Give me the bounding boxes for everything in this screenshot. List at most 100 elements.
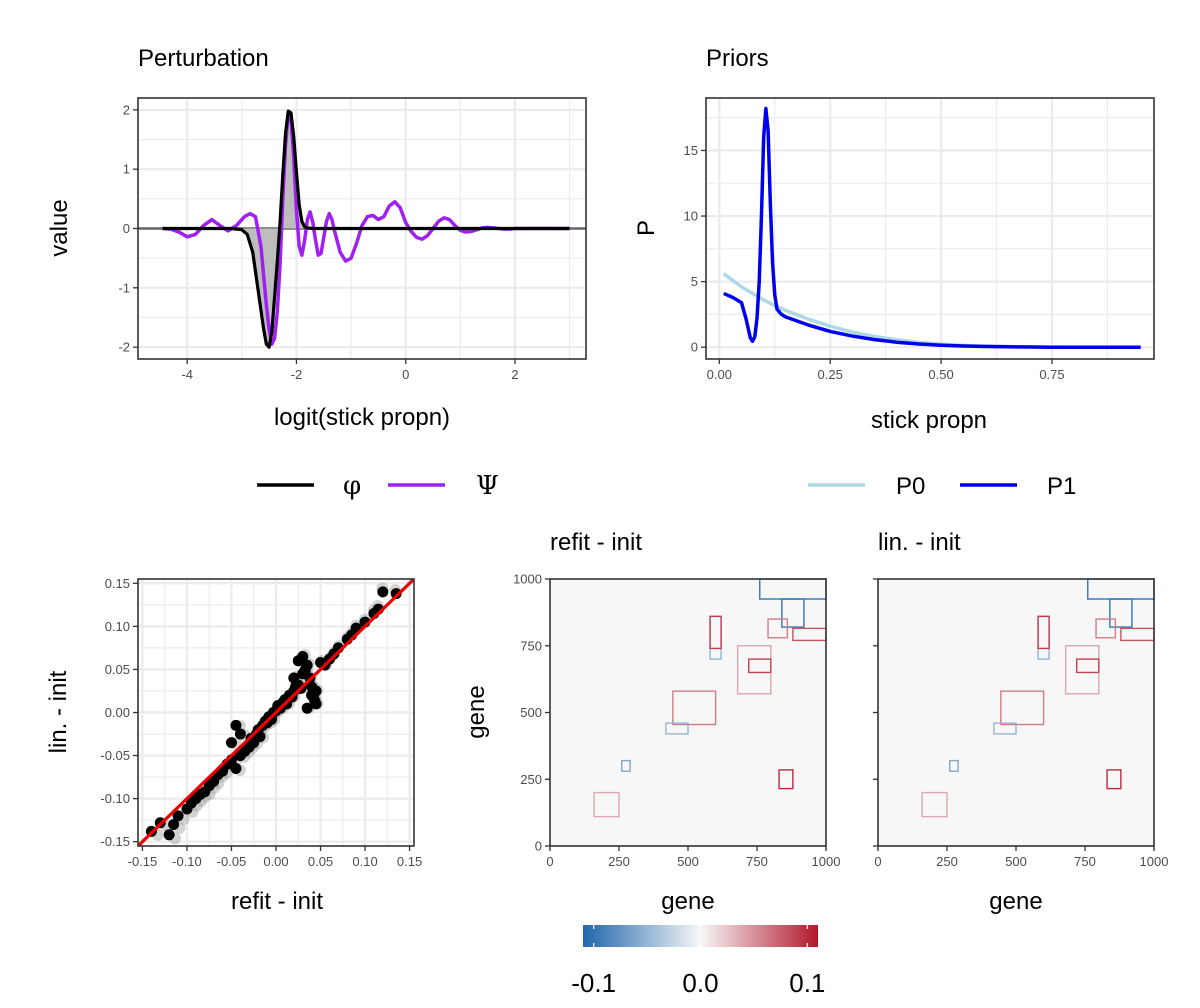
heatmap-lin-cell [1095,618,1117,639]
heatmap-lin-panel: lin. - init gene 0 250 500 750 1000 [873,529,1168,915]
perturbation-legend: φ Ψ [257,471,499,501]
heatmap-refit-ticks: 0 250 500 750 1000 0 250 500 750 1000 [513,572,840,870]
scatter-point [225,737,237,749]
scatter-point [301,702,313,714]
heatmap-lin-title: lin. - init [878,529,961,556]
heatmap-refit-ylabel: gene [463,685,490,738]
scatter-ticks: -0.15 -0.10 -0.05 0.00 0.05 0.10 0.15 -0.15 -0.1… [100,576,422,869]
heatmap-refit-title: refit - init [550,529,642,556]
scatter-ytick-label: 0.05 [105,662,130,677]
heatmap-lin-cell [949,759,959,772]
heatmap-lin-xlabel: gene [989,888,1042,915]
heatmap-refit-xtick-label: 1000 [812,854,841,869]
priors-ytick-label: 0 [691,340,698,355]
heatmap-refit-ytick-label: 750 [520,638,542,653]
heatmap-lin-frame [877,578,1155,847]
scatter-point [390,588,402,600]
perturbation-phi-line [162,109,570,349]
perturbation-ylabel: value [46,199,73,256]
heatmap-lin-ticks: 0 250 500 750 1000 [873,578,1169,869]
heatmap-refit-xlabel: gene [661,888,714,915]
heatmap-lin-background [878,579,1154,846]
scatter-reference-line [138,579,414,846]
heatmap-lin-xtick-label: 1000 [1140,854,1169,869]
scatter-point [288,672,300,684]
colorbar-tick-label: 0.0 [682,968,718,998]
priors-panel: Priors stick propn P 0.00 0.25 0.50 0.75 0 5 1… [633,45,1155,434]
legend-psi-glyph: Ψ [476,471,499,501]
priors-p0-line [722,272,1141,349]
heatmap-refit-cell [621,759,631,772]
heatmap-lin-cell [921,791,948,818]
scatter-point [254,731,266,743]
scatter-point [234,728,246,740]
priors-ytick-label: 5 [691,274,698,289]
scatter-frame [137,578,415,847]
perturbation-frame [137,97,587,360]
perturbation-panel: Perturbation logit(stick propn) value -4… [46,45,587,431]
priors-xtick-label: 0.00 [707,367,732,382]
perturbation-psi-line [162,111,570,346]
scatter-point [306,681,318,693]
scatter-xlabel: refit - init [231,888,323,915]
perturbation-ytick-label: -1 [118,280,130,295]
scatter-xtick-label: 0.05 [308,854,333,869]
scatter-point [230,762,242,774]
priors-xtick-label: 0.50 [928,367,953,382]
scatter-ytick-label: 0.10 [105,619,130,634]
perturbation-xtick-label: -4 [181,367,193,382]
scatter-panel: refit - init lin. - init -0.15 -0.10 -0.05… [45,576,422,915]
heatmap-refit-cell [709,615,722,650]
heatmap-lin-cell [1109,598,1133,628]
priors-ticks: 0.00 0.25 0.50 0.75 0 5 10 15 [684,143,1065,382]
heatmap-lin-xtick-label: 0 [874,854,881,869]
heatmap-refit-ytick-label: 500 [520,705,542,720]
perturbation-xtick-label: 2 [511,367,518,382]
heatmap-refit-cell [781,598,805,628]
perturbation-xtick-label: -2 [291,367,303,382]
priors-legend: P0 P1 [808,473,1076,500]
heatmap-refit-cell [665,722,689,735]
heatmap-refit-xtick-label: 250 [608,854,630,869]
heatmap-refit-cell [593,791,620,818]
scatter-point [163,829,175,841]
legend-phi-glyph: φ [343,471,361,501]
heatmap-refit-frame [549,578,827,847]
scatter-point [297,651,309,663]
heatmap-refit-cell [778,769,794,790]
scatter-ytick-label: -0.15 [100,834,130,849]
scatter-point [230,719,242,731]
scatter-ytick-label: 0.15 [105,576,130,591]
scatter-point [172,810,184,822]
legend-p0-label: P0 [896,473,925,500]
perturbation-ytick-label: 1 [123,162,130,177]
heatmap-refit-xtick-label: 0 [546,854,553,869]
scatter-point [301,659,313,671]
scatter-xtick-label: -0.05 [217,854,247,869]
heatmap-lin-cell [1076,658,1100,674]
priors-xtick-label: 0.25 [818,367,843,382]
heatmap-refit-cell [767,618,789,639]
heatmap-refit-ytick-label: 0 [535,839,542,854]
heatmap-refit-cell [748,658,772,674]
priors-grid [706,98,1154,359]
legend-p1-label: P1 [1047,473,1076,500]
scatter-xtick-label: 0.15 [397,854,422,869]
priors-title: Priors [706,45,769,72]
scatter-xtick-label: 0.10 [352,854,377,869]
heatmap-refit-panel: refit - init gene gene 0 250 500 750 1000 0 25… [463,529,840,915]
priors-ylabel: P [633,220,660,236]
perturbation-ytick-label: -2 [118,340,130,355]
colorbar: -0.1 0.0 0.1 [571,925,825,998]
heatmap-lin-cell [1106,769,1122,790]
priors-ytick-label: 10 [684,209,698,224]
heatmap-refit-ytick-label: 1000 [513,572,542,587]
colorbar-tick-label: 0.1 [789,968,825,998]
heatmap-refit-cell [672,690,717,726]
scatter-point [310,698,322,710]
priors-ytick-label: 15 [684,143,698,158]
heatmap-lin-xtick-label: 500 [1005,854,1027,869]
perturbation-title: Perturbation [138,45,269,72]
colorbar-tick-label: -0.1 [571,968,616,998]
